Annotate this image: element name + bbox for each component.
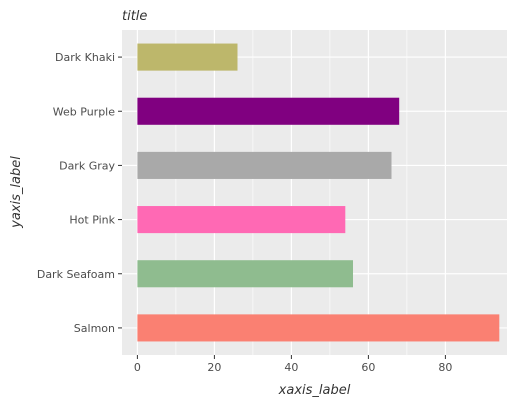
y-tick-label: Dark Khaki <box>55 51 115 64</box>
y-tick-label: Dark Gray <box>59 159 115 172</box>
y-axis-ticks: Salmon Dark Seafoam Hot Pink Dark Gray Web P… <box>37 51 122 335</box>
y-tick-label: Hot Pink <box>69 214 115 227</box>
x-tick-label: 0 <box>134 361 141 374</box>
bar-salmon <box>137 314 500 342</box>
x-axis-label: xaxis_label <box>278 383 351 398</box>
y-tick-label: Salmon <box>74 322 115 335</box>
plot-panel <box>122 30 507 355</box>
bar-dark-gray <box>137 151 392 179</box>
y-axis-label: yaxis_label <box>9 156 24 229</box>
x-axis-ticks: 0 20 40 60 80 <box>134 355 452 374</box>
bar-hot-pink <box>137 206 346 234</box>
y-tick-label: Web Purple <box>53 105 115 118</box>
y-tick-label: Dark Seafoam <box>37 268 115 281</box>
x-tick-label: 60 <box>361 361 375 374</box>
bar-dark-khaki <box>137 43 238 71</box>
chart-title: title <box>122 9 147 24</box>
x-tick-label: 80 <box>438 361 452 374</box>
bars <box>137 43 500 342</box>
x-tick-label: 20 <box>207 361 221 374</box>
bar-dark-seafoam <box>137 260 353 288</box>
x-tick-label: 40 <box>284 361 298 374</box>
bar-web-purple <box>137 97 400 125</box>
